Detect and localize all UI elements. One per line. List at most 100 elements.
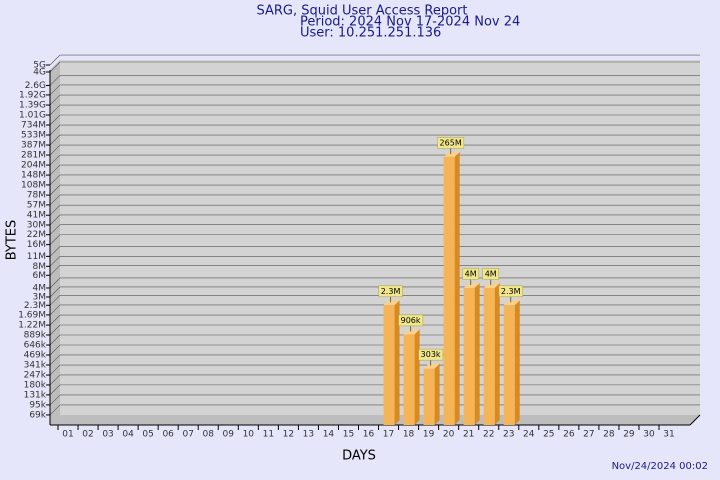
x-tick-label: 15: [343, 430, 354, 440]
y-tick-label: 16M: [27, 240, 46, 250]
x-tick-label: 24: [523, 430, 535, 440]
x-tick-label: 26: [563, 430, 575, 440]
x-tick-label: 12: [283, 430, 294, 440]
y-tick-label: 4G: [33, 67, 46, 77]
grid-line: [49, 224, 61, 235]
x-tick-label: 01: [62, 430, 73, 440]
x-tick-label: 11: [263, 430, 274, 440]
y-tick-label: 30M: [27, 220, 46, 230]
grid-line: [49, 144, 61, 156]
x-tick-label: 21: [463, 430, 474, 440]
timestamp: Nov/24/2024 00:02: [612, 461, 708, 472]
value-label: 4M: [465, 269, 477, 278]
x-tick-label: 31: [663, 430, 674, 440]
bar-top: [443, 151, 460, 157]
bar-side: [434, 363, 440, 425]
x-tick-label: 17: [383, 430, 394, 440]
x-tick-label: 16: [363, 430, 375, 440]
bar-top: [383, 300, 400, 306]
y-tick-label: 131k: [24, 390, 47, 400]
bar-side: [474, 282, 480, 425]
value-label-box: [418, 348, 444, 361]
y-tick-label: 281M: [21, 151, 46, 161]
value-label: 303k: [421, 350, 441, 359]
y-tick-label: 1.22M: [18, 321, 46, 331]
x-tick-label: 05: [142, 430, 153, 440]
grid-line: [49, 75, 61, 86]
y-tick-label: 22M: [27, 230, 46, 240]
chart-user: User: 10.251.251.136: [300, 26, 441, 41]
value-label-box: [378, 285, 403, 298]
y-tick-label: 4M: [33, 283, 47, 293]
grid-line: [49, 364, 61, 376]
x-tick-label: 28: [603, 430, 615, 440]
x-tick-label: 04: [122, 430, 134, 440]
grid-line: [49, 214, 61, 226]
grid-line: [49, 384, 61, 396]
x-axis-title: DAYS: [342, 449, 376, 464]
bar-side: [454, 151, 460, 426]
grid-line: [49, 265, 61, 276]
grid-line: [49, 256, 61, 267]
grid-line: [49, 205, 61, 216]
grid-line: [49, 354, 61, 366]
bar-side: [414, 329, 420, 425]
x-tick-label: 18: [403, 430, 415, 440]
grid-line: [49, 295, 61, 306]
grid-line: [49, 114, 61, 126]
y-tick-label: 148M: [21, 171, 46, 181]
grid-line: [49, 164, 61, 176]
y-tick-label: 1.69M: [18, 310, 46, 320]
y-tick-label: 57M: [27, 200, 46, 210]
y-tick-label: 1.92G: [19, 90, 46, 100]
value-label: 2.3M: [381, 287, 401, 296]
y-tick-label: 2.3M: [24, 301, 46, 311]
grid-line: [49, 314, 61, 326]
x-tick-label: 14: [323, 430, 335, 440]
x-tick-label: 29: [623, 430, 635, 440]
bar-top: [463, 282, 480, 288]
y-tick-label: 95k: [29, 400, 46, 410]
bar-top: [423, 363, 440, 369]
bar: [483, 287, 495, 425]
grid-line: [49, 54, 61, 66]
value-label-box: [498, 285, 523, 298]
grid-line: [49, 134, 61, 146]
y-tick-label: 889k: [24, 331, 47, 341]
y-tick-label: 180k: [24, 380, 47, 390]
y-tick-label: 204M: [21, 161, 46, 171]
grid-line: [49, 304, 61, 316]
grid-line: [49, 234, 61, 245]
grid-line: [49, 84, 61, 96]
bar-top: [503, 300, 520, 306]
y-tick-label: 387M: [21, 141, 46, 151]
grid-line: [49, 154, 61, 166]
grid-line: [49, 394, 61, 406]
grid-line: [49, 277, 61, 289]
x-tick-label: 10: [243, 430, 255, 440]
chart-subtitle: Period: 2024 Nov 17-2024 Nov 24: [300, 15, 520, 30]
y-tick-label: 533M: [21, 131, 46, 141]
grid-line: [49, 404, 61, 416]
grid-line: [49, 184, 61, 196]
y-tick-label: 5G: [33, 61, 46, 71]
value-label: 2.3M: [501, 287, 521, 296]
y-axis-title: BYTES: [5, 220, 20, 261]
plot-area: [50, 60, 700, 425]
x-tick-label: 03: [102, 430, 113, 440]
y-tick-label: 646k: [24, 340, 47, 350]
x-tick-label: 13: [303, 430, 314, 440]
y-tick-label: 341k: [24, 360, 47, 370]
grid-line: [49, 286, 61, 298]
value-label: 4M: [485, 269, 497, 278]
x-tick-label: 27: [583, 430, 594, 440]
left-wall: [50, 60, 60, 425]
y-tick-label: 2.6G: [25, 81, 46, 91]
y-tick-label: 1.01G: [19, 111, 46, 121]
bar: [443, 156, 455, 426]
chart-title: SARG, Squid User Access Report: [257, 4, 468, 19]
x-tick-label: 19: [423, 430, 435, 440]
bar: [463, 287, 475, 425]
x-tick-label: 30: [643, 430, 655, 440]
